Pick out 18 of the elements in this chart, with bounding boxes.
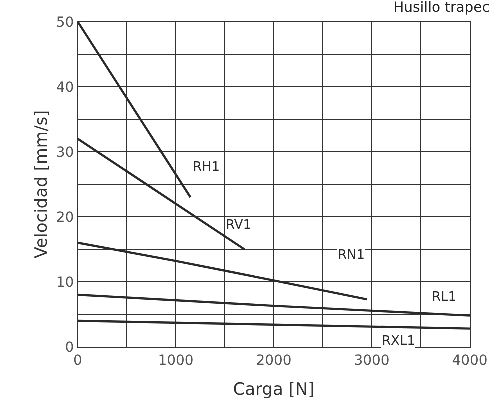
- y-tick-label: 0: [65, 340, 74, 356]
- y-axis-title: Velocidad [mm/s]: [32, 110, 52, 259]
- series-label: RH1: [193, 160, 220, 175]
- x-tick-label: 1000: [158, 352, 194, 369]
- series-label: RV1: [226, 218, 252, 233]
- y-tick-label: 20: [56, 210, 74, 226]
- x-tick-label: 4000: [452, 352, 488, 369]
- y-tick-label: 30: [56, 144, 74, 161]
- series-label: RL1: [432, 290, 457, 305]
- text: RN1: [338, 248, 366, 263]
- y-tick-label: 10: [56, 274, 74, 291]
- x-tick-label: 2000: [256, 352, 292, 369]
- chart-title: Husillo trapec: [394, 0, 490, 16]
- x-axis-title: Carga [N]: [233, 380, 315, 400]
- series-label: RXL1: [382, 334, 416, 349]
- y-tick-label: 40: [56, 80, 74, 96]
- y-tick-label: 50: [56, 14, 74, 31]
- x-tick-label: 3000: [354, 352, 390, 369]
